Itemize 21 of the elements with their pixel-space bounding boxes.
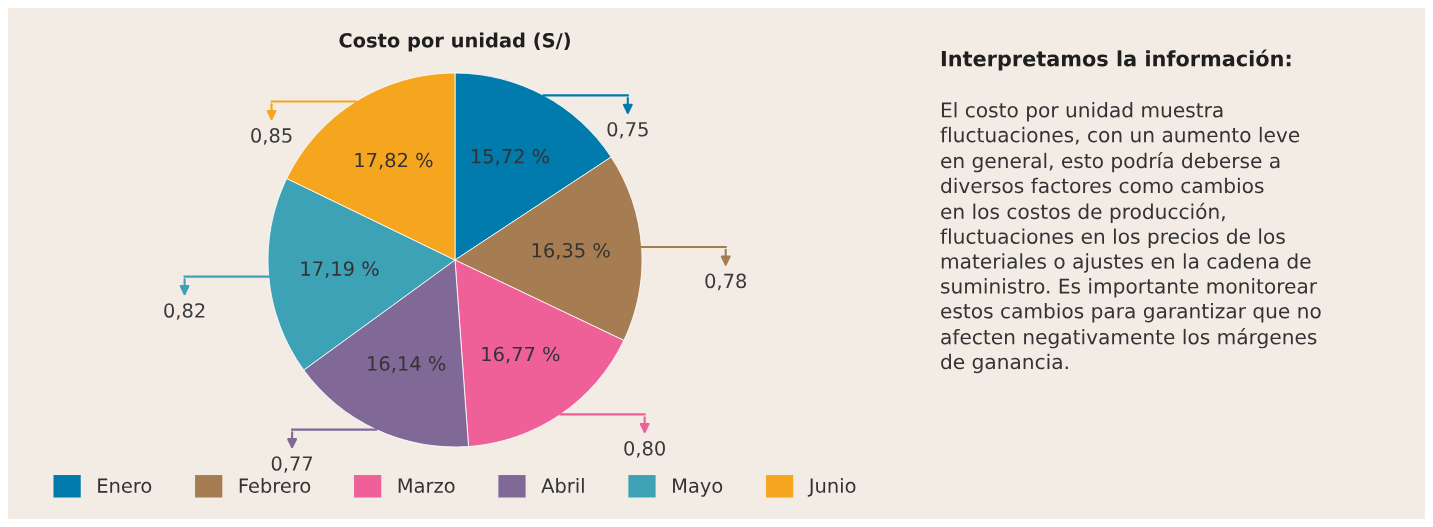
- text: 16,77 %: [482, 346, 560, 364]
- text: 16,35 %: [532, 242, 610, 260]
- text: El costo por unidad muestra fluctuaciones, con un aumento leve en general, esto podría deberse a diversos factores como cambios en los costos de producción, fluctuaciones en los precios de los materiales o ajustes en la cadena de suministro. Es importante monitorear estos cambios para garantizar que no afecten negativamente los márgenes de ganancia.: [940, 102, 1321, 374]
- legend-label: Marzo: [398, 478, 455, 494]
- text: Interpretamos la información:: [941, 49, 1291, 71]
- text: 16,14 %: [368, 356, 446, 373]
- data-label: 0,78: [705, 273, 747, 291]
- legend-label: Junio: [807, 477, 856, 497]
- data-label: 0,80: [624, 440, 665, 458]
- data-label: 0,77: [271, 456, 313, 473]
- legend-label: Mayo: [673, 478, 723, 497]
- text: 15,72 %: [471, 148, 550, 166]
- legend-label: Enero: [98, 478, 152, 494]
- data-label: 0,85: [251, 128, 292, 145]
- legend-label: Febrero: [239, 477, 311, 494]
- data-label: 0,75: [607, 121, 648, 139]
- text: 17,19 %: [301, 261, 379, 278]
- legend-label: Abril: [541, 477, 584, 494]
- chart-title: Costo por unidad (S/): [339, 32, 570, 52]
- data-label: 0,82: [164, 303, 205, 320]
- text: 17,82 %: [355, 152, 433, 170]
